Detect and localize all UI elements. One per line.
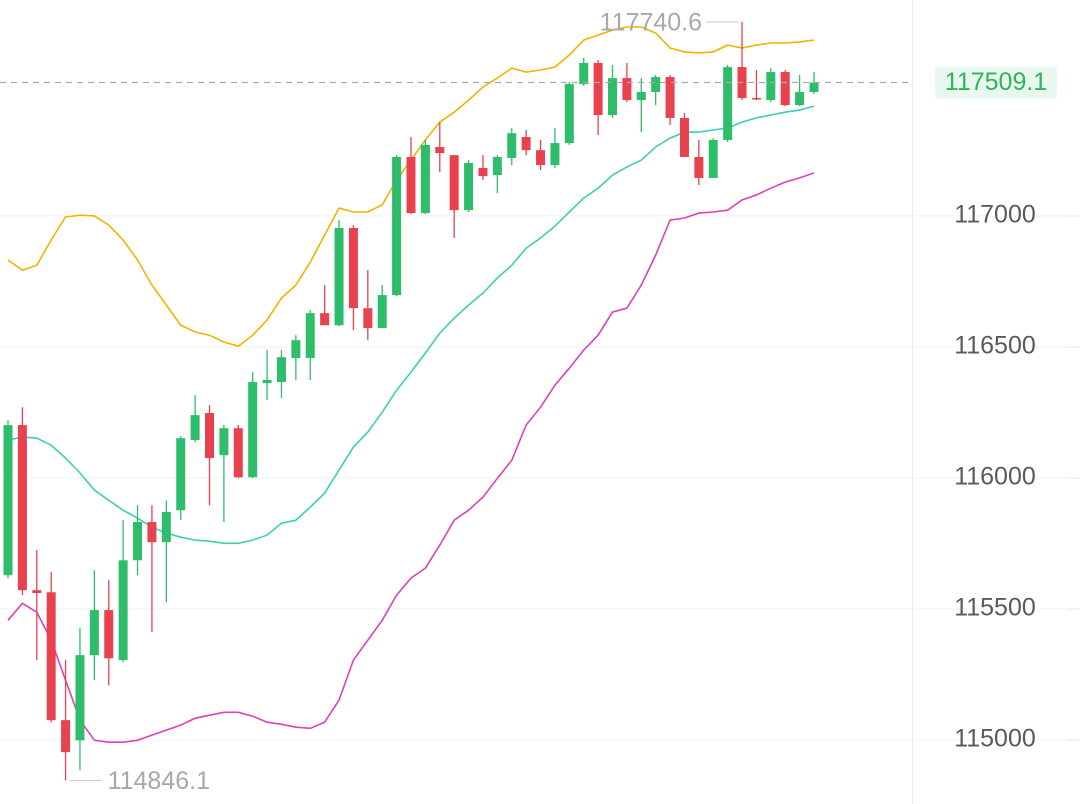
candle-body [363,308,373,329]
candle-body [723,67,733,140]
candle-body [564,84,574,144]
candle-body [291,340,301,358]
y-tick-label: 115000 [954,725,1036,753]
candle-body [751,98,761,100]
candle-body [766,72,776,101]
candle-body [233,428,243,478]
candle-body [507,133,517,159]
candle-body [636,91,646,101]
min-label: 114846.1 [108,767,210,795]
candle-body [550,143,560,166]
candle-body [320,313,330,326]
candle-body [492,156,502,176]
current-price-badge [935,66,1057,99]
candle-body [75,655,85,741]
candle-body [32,590,42,594]
candle-body [61,720,71,753]
candle-body [276,357,286,383]
candle-body [262,379,272,384]
candle-body [780,72,790,106]
y-tick-label: 116500 [954,332,1036,360]
y-tick-label: 116000 [954,463,1036,491]
y-tick-label: 117000 [954,201,1036,229]
candle-body [694,156,704,178]
candle-body [406,156,416,214]
candle-body [708,139,718,178]
candle-body [521,137,531,151]
candles [3,21,819,781]
candle-body [665,77,675,118]
overlay: 115000 115500 116000 116500 117000 117740.6 11… [0,8,1080,795]
candle-body [651,77,661,92]
candle-body [248,382,258,478]
candle-body [133,522,143,561]
candle-body [118,560,128,661]
candle-body [536,150,546,166]
candle-body [161,512,171,543]
candle-body [593,62,603,116]
candle-body [622,78,632,101]
band-line [7,105,815,545]
candle-body [795,91,805,106]
candle-body [305,313,315,358]
candle-body [449,155,459,211]
candle-body [377,295,387,329]
candle-body [3,425,13,576]
candle-body [464,163,474,211]
candle-body [334,227,344,326]
candle-body [104,610,114,659]
candle-body [579,62,589,85]
candle-body [219,428,229,456]
band-line [7,172,815,744]
candle-body [176,438,186,511]
candle-body [147,522,157,543]
candle-body [205,413,214,459]
y-tick-label: 115500 [954,594,1036,622]
candle-body [809,82,819,92]
candle-body [190,415,200,440]
candle-body [608,78,617,116]
candle-body [435,147,445,154]
candle-body [679,117,689,157]
candle-body [420,144,430,214]
candle-body [89,610,99,656]
candle-body [478,167,488,177]
max-label: 117740.6 [600,8,702,36]
candle-body [348,227,358,309]
candle-body [17,425,27,591]
candle-body [46,592,56,721]
current-price-label: 117509.1 [945,68,1047,96]
candle-body [392,156,402,296]
